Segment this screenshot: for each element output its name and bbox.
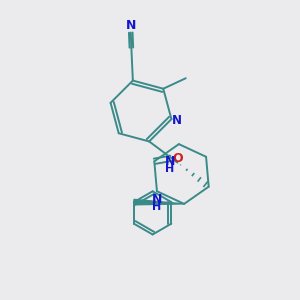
Text: O: O bbox=[172, 152, 183, 165]
Text: N: N bbox=[152, 193, 162, 206]
Text: N: N bbox=[172, 114, 182, 127]
Polygon shape bbox=[134, 200, 184, 205]
Text: H: H bbox=[165, 164, 175, 174]
Text: N: N bbox=[165, 154, 175, 168]
Text: H: H bbox=[152, 202, 162, 212]
Text: N: N bbox=[126, 20, 136, 32]
